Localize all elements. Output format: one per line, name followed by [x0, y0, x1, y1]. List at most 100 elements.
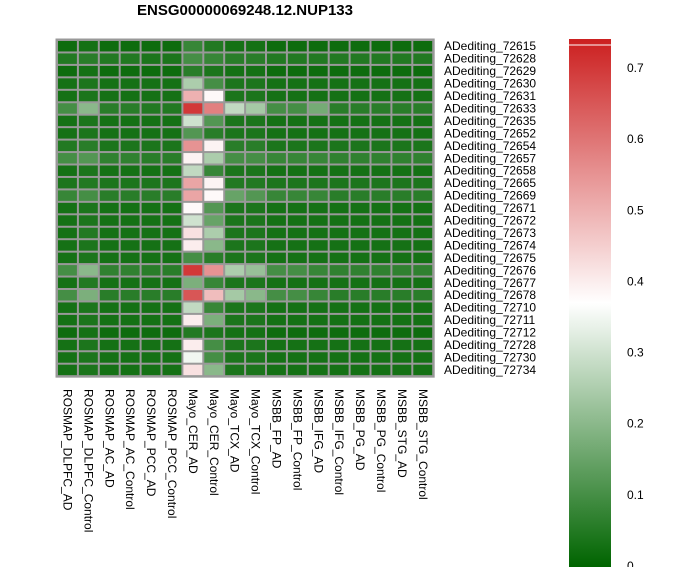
- heatmap-cell: [371, 78, 391, 89]
- heatmap-cell: [183, 314, 203, 326]
- heatmap-cell: [287, 302, 307, 313]
- heatmap-cell: [371, 177, 391, 189]
- column-label: MSBB_IFG_Control: [332, 389, 346, 495]
- heatmap-cell: [413, 41, 433, 52]
- heatmap-cell: [58, 65, 77, 77]
- heatmap-cell: [329, 240, 349, 251]
- colorbar-tick-label: 0.6: [627, 132, 644, 146]
- heatmap-cell: [350, 153, 370, 164]
- heatmap-cell: [308, 140, 328, 152]
- heatmap-cell: [329, 265, 349, 276]
- heatmap-cell: [58, 90, 77, 102]
- colorbar-tick-label: 0: [627, 559, 634, 567]
- heatmap-cell: [141, 277, 161, 288]
- column-label: Mayo_TCX_AD: [228, 389, 242, 473]
- heatmap-cell: [78, 103, 98, 114]
- heatmap-cell: [204, 78, 224, 89]
- heatmap-cell: [329, 202, 349, 214]
- heatmap-cell: [162, 215, 182, 226]
- heatmap-cell: [78, 190, 98, 201]
- heatmap-cell: [392, 252, 412, 264]
- column-label: MSBB_FP_Control: [290, 389, 304, 490]
- heatmap-cell: [246, 115, 265, 127]
- heatmap-cell: [267, 90, 286, 102]
- heatmap-cell: [225, 153, 245, 164]
- heatmap-cell: [413, 177, 433, 189]
- heatmap-cell: [162, 240, 182, 251]
- heatmap-cell: [392, 190, 412, 201]
- heatmap-cell: [392, 165, 412, 176]
- heatmap-cell: [392, 314, 412, 326]
- heatmap-cell: [329, 153, 349, 164]
- heatmap-cell: [141, 190, 161, 201]
- heatmap-cell: [78, 227, 98, 239]
- heatmap-cell: [246, 215, 265, 226]
- heatmap-cell: [246, 78, 265, 89]
- heatmap-cell: [204, 90, 224, 102]
- heatmap-cell: [99, 314, 119, 326]
- heatmap-cell: [78, 140, 98, 152]
- heatmap-cell: [204, 240, 224, 251]
- row-label: ADediting_72657: [444, 151, 536, 165]
- heatmap-cell: [120, 115, 140, 127]
- heatmap-cell: [287, 202, 307, 214]
- row-label: ADediting_72677: [444, 276, 536, 290]
- heatmap-cell: [287, 352, 307, 363]
- heatmap-cell: [99, 252, 119, 264]
- heatmap-cell: [308, 41, 328, 52]
- heatmap-cell: [99, 240, 119, 251]
- heatmap-cell: [267, 215, 286, 226]
- heatmap-cell: [392, 240, 412, 251]
- heatmap-cell: [329, 327, 349, 338]
- heatmap-cell: [225, 78, 245, 89]
- heatmap-cell: [58, 327, 77, 338]
- heatmap-cell: [183, 65, 203, 77]
- heatmap-cell: [120, 339, 140, 351]
- heatmap-cell: [267, 165, 286, 176]
- heatmap-cell: [162, 252, 182, 264]
- heatmap-cell: [141, 177, 161, 189]
- heatmap-cell: [162, 364, 182, 376]
- heatmap-cell: [371, 252, 391, 264]
- heatmap-cell: [371, 227, 391, 239]
- heatmap-cell: [371, 90, 391, 102]
- heatmap-cell: [350, 90, 370, 102]
- heatmap-cell: [350, 364, 370, 376]
- heatmap-cell: [329, 252, 349, 264]
- heatmap-cell: [120, 277, 140, 288]
- heatmap-cell: [350, 165, 370, 176]
- heatmap-cell: [183, 103, 203, 114]
- row-label: ADediting_72671: [444, 201, 536, 215]
- heatmap-cell: [267, 190, 286, 201]
- heatmap-cell: [413, 128, 433, 139]
- heatmap-cell: [267, 65, 286, 77]
- heatmap-cell: [287, 265, 307, 276]
- heatmap-cell: [183, 352, 203, 363]
- heatmap-cell: [308, 65, 328, 77]
- column-label: MSBB_PG_Control: [374, 389, 388, 492]
- heatmap-cell: [162, 352, 182, 363]
- heatmap-cell: [246, 190, 265, 201]
- heatmap-cell: [120, 227, 140, 239]
- heatmap-cell: [225, 290, 245, 301]
- heatmap-cell: [58, 265, 77, 276]
- heatmap-cell: [329, 140, 349, 152]
- heatmap-cell: [287, 165, 307, 176]
- heatmap-cell: [120, 265, 140, 276]
- heatmap-cell: [329, 65, 349, 77]
- heatmap-cell: [413, 265, 433, 276]
- heatmap-cell: [99, 115, 119, 127]
- heatmap-cell: [204, 202, 224, 214]
- heatmap-cell: [225, 177, 245, 189]
- heatmap-cell: [99, 302, 119, 313]
- heatmap-cell: [413, 277, 433, 288]
- heatmap-cell: [204, 165, 224, 176]
- heatmap-cell: [225, 314, 245, 326]
- heatmap-cell: [58, 115, 77, 127]
- heatmap-cell: [392, 53, 412, 64]
- heatmap-cell: [225, 165, 245, 176]
- colorbar-tick-label: 0.1: [627, 488, 644, 502]
- heatmap-cell: [392, 41, 412, 52]
- heatmap-cell: [120, 314, 140, 326]
- heatmap-cell: [99, 128, 119, 139]
